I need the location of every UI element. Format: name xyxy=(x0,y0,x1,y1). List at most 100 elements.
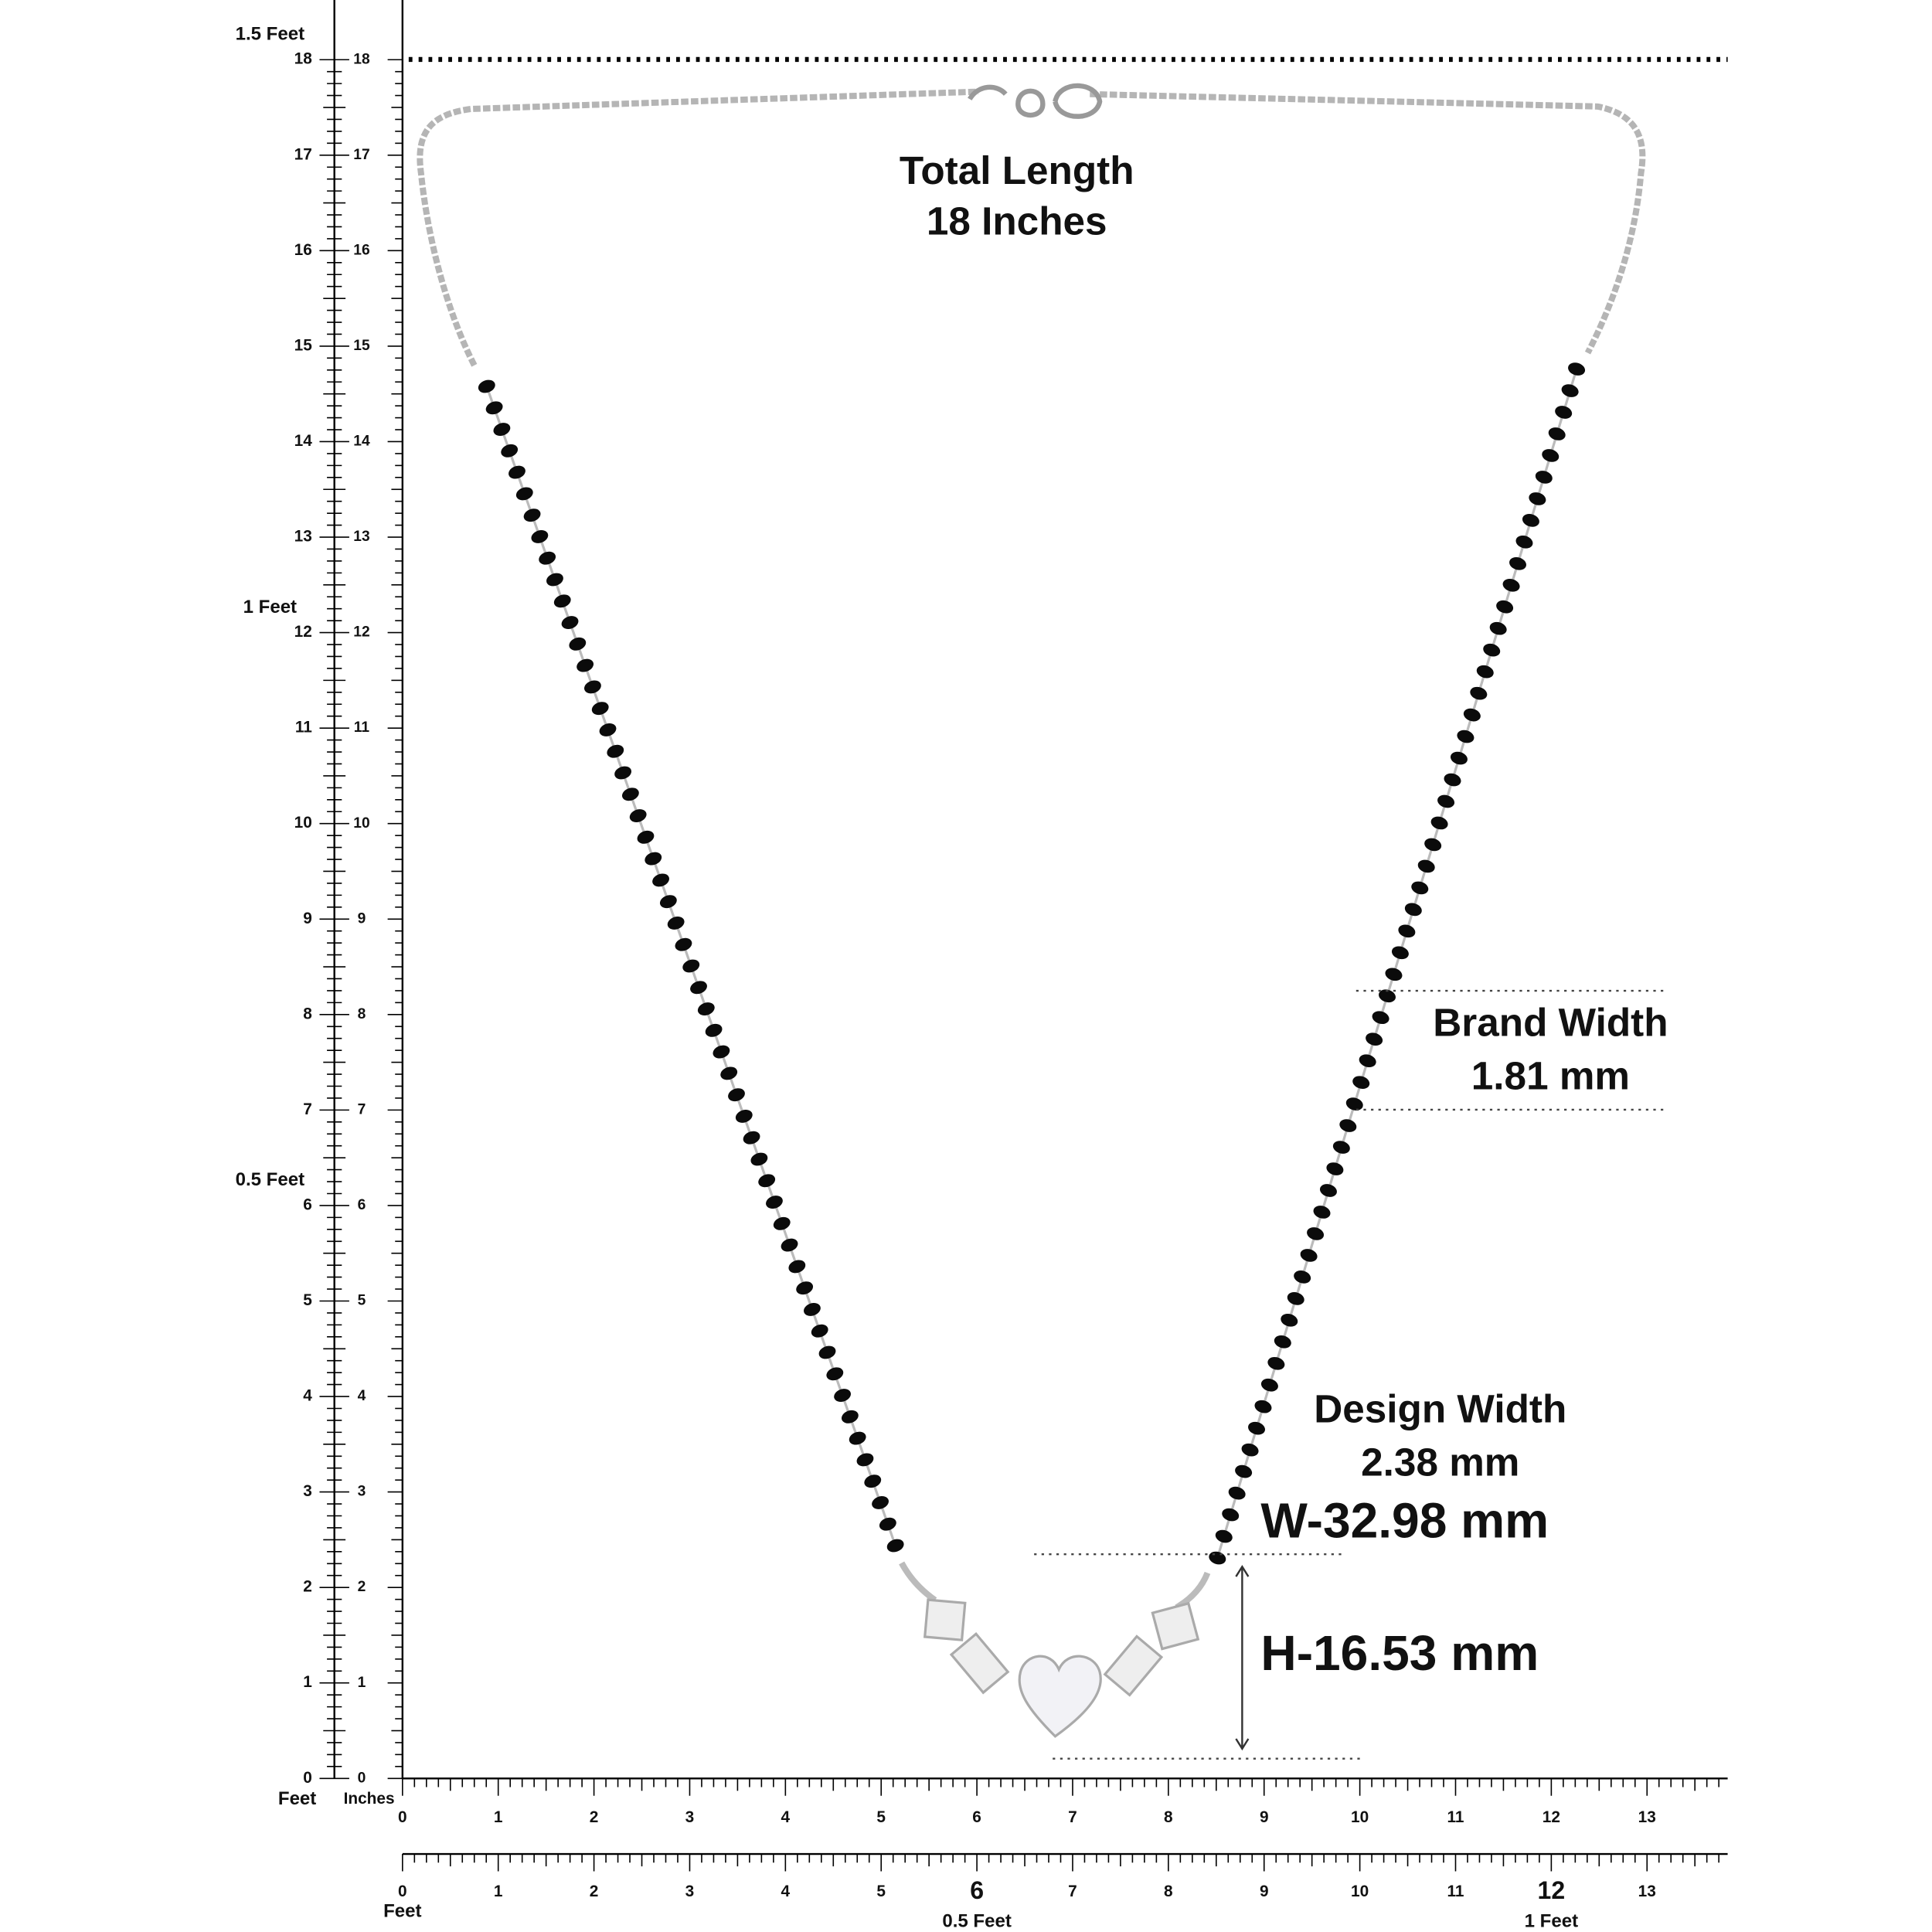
bottom-top-number: 8 xyxy=(1164,1808,1173,1826)
left-outer-number: 8 xyxy=(303,1005,312,1022)
bead xyxy=(1470,686,1488,700)
bottom-bottom-number: 1 xyxy=(494,1883,503,1900)
bead xyxy=(591,702,609,716)
bottom-bottom-number: 4 xyxy=(781,1883,791,1900)
design-width-value: 2.38 mm xyxy=(1361,1440,1519,1484)
bead xyxy=(1254,1400,1272,1413)
left-outer-number: 11 xyxy=(295,719,312,736)
bead xyxy=(667,917,685,930)
left-outer-number: 0 xyxy=(303,1769,312,1787)
bead xyxy=(1568,362,1586,376)
left-inner-number: 12 xyxy=(353,624,369,641)
left-outer-number: 9 xyxy=(303,910,312,927)
bead xyxy=(637,830,655,844)
bead xyxy=(1404,903,1422,917)
bottom-bottom-number: 10 xyxy=(1351,1883,1369,1900)
bead xyxy=(879,1517,896,1531)
bottom-top-number: 9 xyxy=(1260,1808,1269,1826)
bead xyxy=(561,616,579,629)
left-outer-number: 7 xyxy=(303,1100,312,1118)
band-width-value: 1.81 mm xyxy=(1471,1053,1630,1097)
bead xyxy=(1496,600,1514,614)
left-inner-number: 4 xyxy=(358,1388,366,1404)
pendant xyxy=(899,1561,1211,1738)
bottom-top-number: 3 xyxy=(685,1808,695,1826)
left-inner-number: 7 xyxy=(358,1101,366,1117)
bead xyxy=(584,680,601,694)
design-width-title: Design Width xyxy=(1314,1386,1566,1430)
left-inner-number: 13 xyxy=(353,529,369,545)
bead xyxy=(1548,427,1566,440)
bead xyxy=(1267,1356,1285,1370)
left-feet-label: 0.5 Feet xyxy=(236,1169,304,1190)
bead xyxy=(607,744,624,758)
bead xyxy=(1379,989,1396,1003)
bead xyxy=(1209,1551,1226,1565)
bead xyxy=(1222,1508,1240,1522)
bead xyxy=(713,1045,730,1059)
bead xyxy=(1274,1335,1291,1349)
bottom-top-number: 6 xyxy=(972,1808,981,1826)
bead xyxy=(1515,536,1533,549)
bead xyxy=(1359,1054,1376,1067)
bead xyxy=(629,809,647,822)
bead xyxy=(478,379,495,393)
bead xyxy=(743,1131,760,1145)
bead xyxy=(659,895,677,909)
left-feet-label: 1 Feet xyxy=(243,597,297,617)
bead xyxy=(1326,1162,1344,1175)
bottom-feet-label: 0.5 Feet xyxy=(942,1911,1011,1932)
bottom-top-number: 13 xyxy=(1638,1808,1656,1826)
left-inner-number: 5 xyxy=(358,1293,366,1309)
bottom-top-number: 2 xyxy=(590,1808,599,1826)
bead xyxy=(1352,1076,1370,1089)
left-inner-unit: Inches xyxy=(344,1790,395,1808)
bead xyxy=(1430,816,1448,830)
bead xyxy=(781,1238,798,1252)
bead xyxy=(645,852,662,866)
bead xyxy=(1535,471,1553,484)
left-inner-number: 2 xyxy=(358,1579,366,1595)
bead xyxy=(818,1345,836,1359)
left-outer-number: 6 xyxy=(303,1196,312,1213)
chain xyxy=(417,88,1646,367)
bead xyxy=(1281,1314,1298,1327)
bottom-feet-label: 1 Feet xyxy=(1525,1911,1578,1932)
bead xyxy=(523,509,541,522)
bead xyxy=(1332,1141,1350,1154)
bead xyxy=(773,1216,791,1230)
bead xyxy=(1260,1378,1278,1392)
bead xyxy=(1313,1206,1331,1219)
bead xyxy=(599,723,617,736)
left-outer-number: 14 xyxy=(294,432,313,450)
bottom-bottom-number: 8 xyxy=(1164,1883,1173,1900)
bead xyxy=(515,487,533,501)
left-inner-number: 17 xyxy=(353,147,369,163)
left-outer-number: 15 xyxy=(294,336,312,354)
bottom-bottom-number: 9 xyxy=(1260,1883,1269,1900)
bottom-top-number: 7 xyxy=(1068,1808,1077,1826)
bead xyxy=(569,637,587,651)
bead xyxy=(849,1431,866,1445)
left-outer-number: 5 xyxy=(303,1291,312,1309)
bead xyxy=(1417,859,1435,873)
bottom-bottom-number: 13 xyxy=(1638,1883,1656,1900)
bead xyxy=(705,1023,723,1037)
bead xyxy=(1235,1464,1253,1478)
bead xyxy=(766,1196,783,1209)
left-outer-number: 1 xyxy=(303,1673,312,1691)
bead xyxy=(1561,384,1579,397)
bead xyxy=(1476,665,1494,679)
bead xyxy=(1502,578,1520,592)
bead xyxy=(1339,1119,1357,1132)
width-label: W-32.98 mm xyxy=(1260,1493,1549,1549)
left-inner-number: 3 xyxy=(358,1484,366,1500)
bead xyxy=(1241,1443,1259,1457)
bottom-bottom-number: 2 xyxy=(590,1883,599,1900)
bead xyxy=(1248,1421,1266,1435)
bottom-bottom-number: 3 xyxy=(685,1883,695,1900)
height-label: H-16.53 mm xyxy=(1260,1625,1539,1681)
bottom-top-number: 1 xyxy=(494,1808,503,1826)
